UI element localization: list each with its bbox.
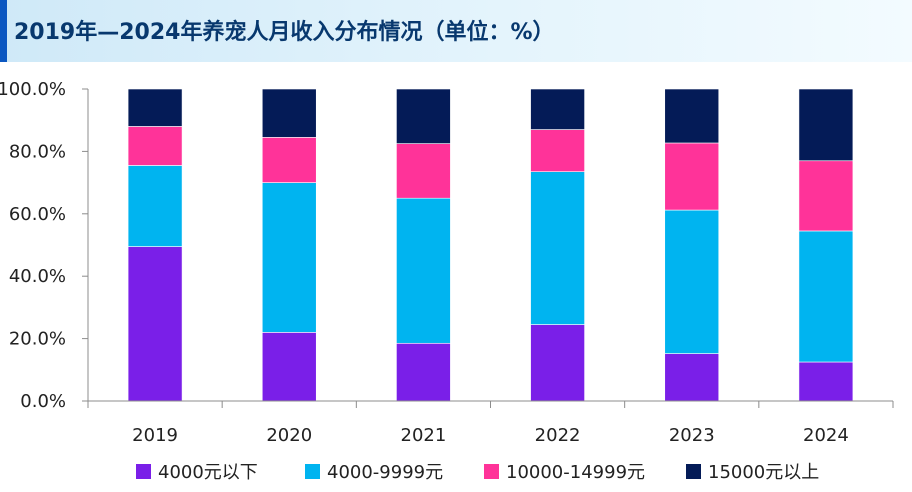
y-tick-label: 80.0% [9, 141, 66, 162]
bar-segment [530, 129, 585, 172]
legend-item: 4000-9999元 [305, 458, 443, 484]
bar-segment [127, 126, 183, 166]
bar-segment [261, 332, 317, 402]
legend-label: 4000-9999元 [327, 462, 444, 483]
bar-segment [664, 353, 720, 402]
chart-title: 2019年—2024年养宠人月收入分布情况（单位：%） [14, 20, 555, 45]
legend-label: 4000元以下 [158, 462, 258, 483]
stacked-bar-chart: 0.0%20.0%40.0%60.0%80.0%100.0% 2019 2020 2… [0, 79, 894, 446]
y-tick-label: 100.0% [0, 79, 66, 100]
legend-item: 4000元以下 [136, 458, 258, 484]
bar-segment [127, 88, 183, 127]
bar-segment [664, 142, 720, 211]
legend-item: 10000-14999元 [484, 458, 645, 484]
bar-segment [798, 230, 854, 363]
x-tick-label: 2021 [401, 425, 447, 446]
bar-segment [530, 88, 585, 130]
x-tick-label: 2023 [669, 425, 715, 446]
bar-segment [798, 160, 854, 232]
y-tick-label: 40.0% [9, 266, 66, 287]
legend-swatch [686, 463, 701, 479]
bar-segment [396, 197, 451, 344]
legend-label: 15000元以上 [708, 462, 820, 483]
y-tick-label: 20.0% [9, 329, 66, 350]
legend-item: 15000元以上 [686, 458, 819, 484]
title-accent-bar [0, 0, 7, 62]
bar-segment [798, 88, 854, 162]
bar-segment [261, 88, 317, 138]
legend-swatch [484, 463, 499, 479]
bar-segment [396, 143, 451, 199]
bar-segment [664, 88, 720, 144]
bar-segment [530, 324, 585, 402]
bar-segment [530, 171, 585, 325]
legend-label: 10000-14999元 [506, 462, 646, 483]
bar-segment [798, 361, 854, 402]
x-axis: 2019 2020 2021 2022 2023 2024 [87, 400, 894, 446]
bar-segment [127, 165, 183, 247]
y-tick-label: 60.0% [9, 204, 66, 225]
legend-swatch [305, 463, 320, 479]
bars [127, 88, 854, 402]
x-tick-label: 2020 [266, 425, 312, 446]
x-tick-label: 2019 [132, 425, 178, 446]
bar-segment [261, 137, 317, 183]
y-axis: 0.0% 20.0% 40.0% 60.0% 80.0% 100.0% [0, 79, 89, 412]
bar-segment [664, 209, 720, 354]
bar-segment [261, 182, 317, 333]
x-tick-label: 2024 [803, 425, 849, 446]
y-tick-label: 0.0% [20, 391, 66, 412]
x-tick-label: 2022 [535, 425, 581, 446]
bar-segment [127, 246, 183, 402]
bar-segment [396, 342, 451, 402]
title-bar: 2019年—2024年养宠人月收入分布情况（单位：%） [0, 0, 912, 62]
legend: 4000元以下 4000-9999元 10000-14999元 15000元以上 [0, 448, 912, 492]
legend-swatch [136, 463, 151, 479]
bar-segment [396, 88, 451, 144]
